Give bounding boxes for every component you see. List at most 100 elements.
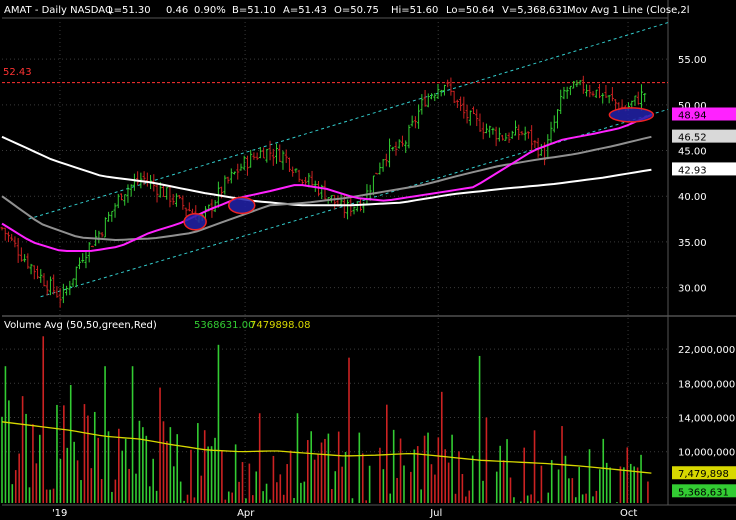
volume-bar <box>416 446 419 503</box>
volume-tag-text: 7,479,898 <box>678 469 729 480</box>
volume-bar <box>282 494 285 503</box>
price-bar <box>97 230 101 244</box>
price-bar <box>136 171 140 186</box>
volume-bar <box>640 454 642 503</box>
price-bar <box>484 123 488 134</box>
volume-bar <box>626 447 629 503</box>
price-bar <box>6 231 10 243</box>
volume-bar <box>186 494 189 503</box>
price-bar <box>559 89 563 114</box>
volume-bar <box>138 420 141 503</box>
price-tag-text: 46.52 <box>678 133 707 144</box>
price-bar <box>74 266 78 288</box>
price-bar <box>184 207 188 217</box>
header-bid: B=51.10 <box>232 5 276 16</box>
volume-bar <box>169 427 172 503</box>
volume-bar <box>578 466 580 503</box>
volume-bar <box>135 473 137 503</box>
price-bar <box>129 184 133 197</box>
volume-bar <box>234 444 237 503</box>
price-bar <box>45 280 49 296</box>
volume-bar <box>272 455 275 503</box>
ma-gray-line <box>1 135 652 242</box>
price-bar <box>255 152 259 161</box>
volume-bar <box>87 415 89 503</box>
volume-bar <box>619 466 622 503</box>
volume-bar <box>550 460 553 503</box>
price-bar <box>265 148 269 163</box>
volume-bar <box>327 433 330 503</box>
volume-bar <box>258 413 261 503</box>
price-bar <box>58 288 62 308</box>
price-bar <box>604 85 608 98</box>
price-bar <box>417 104 421 129</box>
price-bar <box>378 162 382 175</box>
header-last: L=51.30 <box>108 5 151 16</box>
volume-bar <box>90 468 93 503</box>
price-bar <box>394 141 398 156</box>
header-change: 0.46 <box>166 5 188 16</box>
price-tag-bg <box>672 107 736 121</box>
volume-bar <box>465 496 467 503</box>
volume-bar <box>145 435 148 503</box>
header-low: Lo=50.64 <box>446 5 495 16</box>
volume-bar <box>506 439 508 503</box>
volume-bar <box>49 489 51 503</box>
price-bar <box>142 171 146 186</box>
volume-header-label: Volume Avg (50,50,green,Red) <box>4 320 157 331</box>
price-bar <box>549 121 553 144</box>
volume-bar <box>227 491 230 503</box>
volume-bar <box>42 336 45 503</box>
price-bar <box>446 79 450 88</box>
price-bar <box>404 140 408 153</box>
price-bar <box>526 131 530 139</box>
volume-bar <box>609 467 611 503</box>
volume-bar <box>389 493 392 503</box>
volume-bar <box>172 466 175 503</box>
volume-bar <box>368 465 371 503</box>
price-bar <box>165 187 169 200</box>
price-bar <box>116 193 120 209</box>
volume-bar <box>399 438 402 503</box>
price-bar <box>591 91 595 97</box>
volume-tick-label: 14,000,000 <box>678 414 735 425</box>
volume-bar <box>430 464 433 503</box>
volume-tag-text: 5,368,631 <box>678 487 729 498</box>
price-tag: 48.94 <box>672 107 736 122</box>
price-bar <box>581 75 585 94</box>
volume-bar <box>602 438 605 503</box>
price-bar <box>391 146 395 152</box>
price-bar <box>614 99 618 111</box>
price-bar <box>381 159 385 172</box>
volume-bar <box>4 366 7 503</box>
volume-bar <box>73 441 75 503</box>
price-bar <box>620 99 624 108</box>
price-bar <box>155 182 159 203</box>
price-bar <box>19 247 23 262</box>
volume-bar <box>379 447 381 503</box>
price-bar <box>110 210 114 222</box>
volume-bar <box>245 498 247 503</box>
price-bar <box>588 84 592 98</box>
price-bar <box>178 195 182 199</box>
volume-bar <box>14 470 17 503</box>
price-bar <box>552 115 556 133</box>
x-tick-label: Oct <box>620 508 637 519</box>
y-tick-label: 50.00 <box>678 101 707 112</box>
price-bar <box>501 134 505 141</box>
price-bar <box>223 175 227 195</box>
volume-bar <box>482 480 484 503</box>
header-ask: A=51.43 <box>283 5 327 16</box>
volume-bar <box>588 449 591 503</box>
price-bar <box>510 130 514 139</box>
volume-bar <box>238 481 240 503</box>
volume-bar <box>217 344 220 503</box>
price-bar <box>400 135 404 147</box>
volume-bar <box>526 495 529 503</box>
volume-bar <box>210 446 213 503</box>
volume-bar <box>1 416 3 503</box>
volume-header-avg: 7479898.08 <box>250 320 310 331</box>
y-tick-label: 45.00 <box>678 147 707 158</box>
price-bar <box>575 80 579 88</box>
volume-tick-label: 22,000,000 <box>678 345 735 356</box>
